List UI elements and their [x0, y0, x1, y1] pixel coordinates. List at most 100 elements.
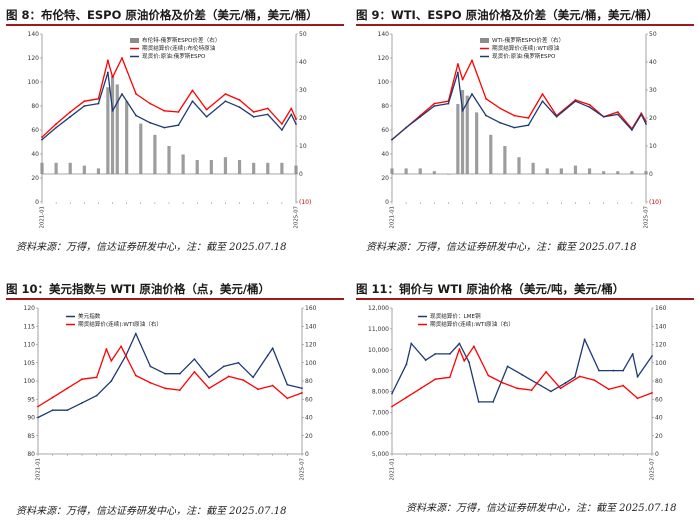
spread-bar — [559, 168, 563, 174]
series-point — [622, 384, 625, 387]
series-point — [405, 363, 408, 366]
left-axis-tick-label: 0 — [35, 199, 39, 206]
series-point — [81, 402, 83, 404]
series-point — [69, 111, 72, 113]
series-point — [461, 109, 464, 112]
series-point — [55, 126, 58, 129]
series-point — [549, 390, 552, 393]
series-line-1 — [37, 332, 303, 419]
right-axis-tick-label: 80 — [655, 378, 663, 385]
left-axis-tick-label: 6,000 — [372, 430, 389, 437]
right-axis-tick-label: 0 — [649, 171, 653, 178]
series-point — [636, 397, 639, 400]
left-axis-tick-label: 110 — [24, 342, 36, 349]
left-axis-tick-label: 140 — [28, 31, 40, 38]
series-point — [616, 111, 619, 113]
legend-label: 美元指数 — [78, 312, 101, 320]
series-point — [97, 102, 100, 105]
series-point — [410, 342, 413, 345]
series-point — [238, 106, 241, 109]
series-point — [51, 396, 54, 399]
right-axis-tick-label: 40 — [299, 59, 307, 66]
figure-9-source: 资料来源：万得，信达证券研发中心，注：截至 2025.07.18 — [366, 242, 637, 253]
left-axis-tick-label: 105 — [24, 360, 36, 367]
figure-8-title: 图 8：布伦特、ESPO 原油价格及价差（美元/桶，美元/桶） — [6, 6, 344, 26]
series-point — [456, 63, 459, 65]
series-point — [95, 394, 98, 397]
series-point — [471, 93, 473, 95]
series-point — [66, 409, 69, 412]
right-axis-tick-label: 60 — [305, 396, 313, 403]
series-point — [513, 126, 516, 129]
spread-bar — [390, 168, 394, 174]
figure-8-panel: 图 8：布伦特、ESPO 原油价格及价差（美元/桶，美元/桶） 0 20 40 60 8… — [6, 6, 344, 262]
series-point — [238, 99, 241, 101]
right-axis-tick-label: 60 — [655, 396, 663, 403]
series-point — [513, 114, 516, 117]
series-point — [41, 138, 43, 141]
series-point — [55, 123, 58, 125]
series-point — [134, 374, 137, 377]
left-axis-tick-label: 80 — [27, 451, 35, 458]
right-axis-tick-label: 40 — [305, 415, 313, 422]
series-point — [295, 123, 297, 125]
right-axis-tick-label: 0 — [299, 171, 303, 178]
series-line-2 — [37, 345, 303, 408]
series-point — [266, 107, 269, 110]
series-point — [106, 59, 109, 62]
series-point — [252, 111, 255, 113]
series-point — [501, 381, 504, 384]
series-point — [433, 102, 436, 105]
legend-label: 期货结算价(连续):WTI原油（右） — [430, 320, 514, 328]
spread-bar — [587, 168, 592, 174]
series-point — [208, 387, 211, 390]
figure-8-chart: 0 20 40 60 80 100 120 140 (10) 0 10 20 30 40 50 2021-01… — [28, 31, 312, 228]
series-point — [271, 384, 274, 387]
x-axis-tick-label: 2021-01 — [390, 458, 396, 481]
right-axis-tick-label: 30 — [649, 87, 657, 94]
left-axis-tick-label: 100 — [24, 378, 36, 385]
series-point — [191, 89, 194, 92]
series-point — [242, 379, 245, 381]
series-point — [492, 400, 495, 403]
series-point — [612, 369, 615, 372]
series-point — [149, 381, 152, 384]
series-point — [83, 105, 86, 107]
left-axis-tick-label: 9,000 — [372, 368, 389, 375]
series-point — [487, 374, 490, 377]
series-point — [110, 360, 113, 362]
series-point — [391, 392, 393, 395]
series-point — [622, 369, 625, 372]
series-point — [434, 352, 437, 355]
spread-bar — [110, 76, 115, 174]
series-point — [448, 352, 451, 355]
spread-bar — [503, 146, 507, 174]
series-point — [191, 100, 194, 103]
series-point — [83, 100, 86, 103]
spread-bar — [404, 168, 408, 174]
series-point — [290, 113, 293, 116]
spread-bar — [68, 162, 72, 174]
series-point — [631, 352, 634, 355]
figure-10-source: 资料来源：万得，信达证券研发中心，注：截至 2025.07.18 — [16, 506, 287, 517]
figure-11-panel: 图 11：铜价与 WTI 原油价格（美元/吨，美元/桶） 5,000 6,000 7… — [356, 280, 694, 526]
series-point — [301, 387, 303, 390]
series-point — [121, 57, 123, 59]
figure-8-source: 资料来源：万得，信达证券研发中心，注：截至 2025.07.18 — [16, 242, 287, 253]
series-point — [163, 109, 166, 112]
spread-bar — [115, 84, 119, 174]
series-point — [295, 118, 297, 121]
series-point — [280, 129, 283, 131]
spread-bar — [644, 171, 648, 174]
spread-bar — [96, 168, 101, 174]
spread-bar — [280, 162, 284, 174]
series-point — [290, 107, 293, 110]
spread-bar — [465, 95, 469, 174]
legend-label: 现货结算价：LME铜 — [430, 312, 481, 320]
series-point — [468, 361, 470, 364]
legend-label: 现货价:原油:俄罗斯ESPO — [492, 52, 556, 60]
left-axis-tick-label: 40 — [381, 151, 389, 158]
spread-bar — [252, 162, 256, 174]
legend-label: 期货结算价(连续):WTI原油（右） — [78, 320, 162, 328]
